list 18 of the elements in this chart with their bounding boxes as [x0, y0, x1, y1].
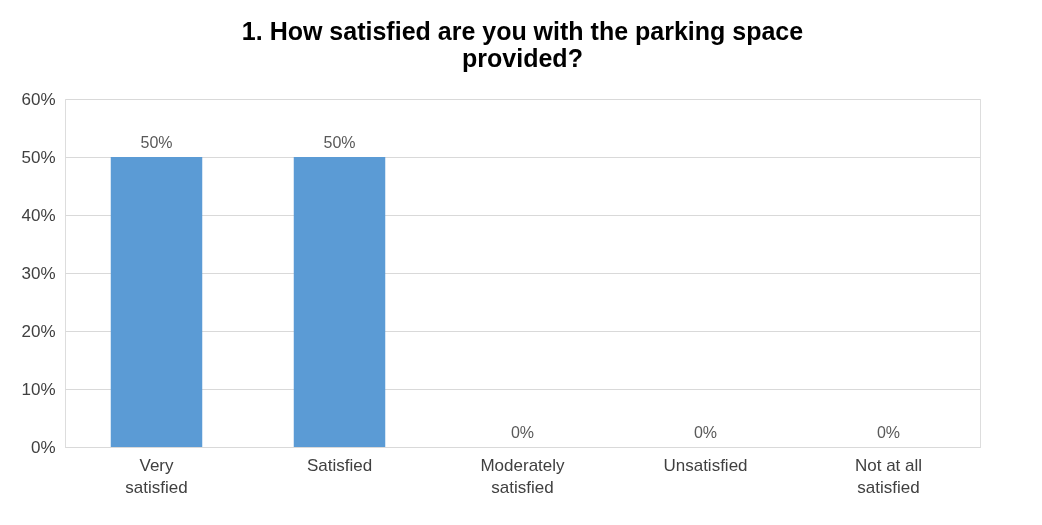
y-tick-label: 0%: [30, 437, 56, 457]
data-label: 0%: [876, 424, 901, 441]
x-tick-label: Unsatisfied: [663, 455, 748, 475]
y-tick-label: 30%: [21, 263, 56, 283]
data-label: 0%: [510, 424, 535, 441]
data-label: 50%: [140, 134, 173, 151]
x-tick-label: Not at all satisfied: [854, 455, 923, 497]
y-tick-label: 10%: [21, 379, 56, 399]
data-label: 50%: [323, 134, 356, 151]
y-tick-label: 40%: [21, 205, 56, 225]
y-tick-label: 50%: [21, 147, 56, 167]
x-tick-label: Moderately satisfied: [480, 455, 566, 497]
chart-title: 1. How satisfied are you with the parking space provided?: [241, 17, 804, 72]
x-tick-label: Very satisfied: [125, 455, 188, 497]
y-tick-label: 60%: [21, 89, 56, 109]
y-tick-label: 20%: [21, 321, 56, 341]
x-tick-label: Satisfied: [306, 455, 373, 475]
data-label: 0%: [693, 424, 718, 441]
